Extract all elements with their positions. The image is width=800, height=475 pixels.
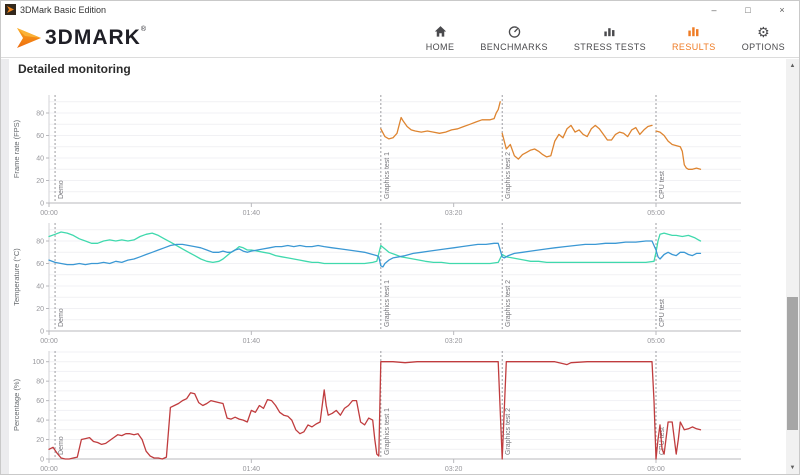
header: 3DMARK ® HOME BENCHMARKS bbox=[1, 18, 799, 58]
svg-text:Demo: Demo bbox=[58, 180, 65, 199]
nav-label: BENCHMARKS bbox=[480, 41, 548, 52]
nav-label: RESULTS bbox=[672, 41, 716, 52]
results-bar-chart-icon bbox=[686, 24, 701, 40]
nav-item-options[interactable]: ⚙ OPTIONS bbox=[742, 24, 785, 52]
scrollbar-thumb[interactable] bbox=[787, 297, 798, 430]
svg-text:05:00: 05:00 bbox=[647, 338, 665, 345]
svg-text:01:40: 01:40 bbox=[243, 466, 261, 473]
svg-text:01:40: 01:40 bbox=[243, 210, 261, 217]
svg-text:80: 80 bbox=[36, 379, 44, 386]
svg-text:Demo: Demo bbox=[58, 436, 65, 455]
nav-item-benchmarks[interactable]: BENCHMARKS bbox=[480, 24, 548, 52]
main-nav: HOME BENCHMARKS bbox=[426, 24, 785, 52]
gauge-icon bbox=[507, 24, 522, 40]
window-title: 3DMark Basic Edition bbox=[20, 4, 107, 15]
svg-text:20: 20 bbox=[36, 306, 44, 313]
page-title: Detailed monitoring bbox=[18, 62, 131, 76]
logo-chevron-icon bbox=[17, 27, 41, 48]
logo: 3DMARK ® bbox=[15, 25, 146, 51]
minimize-button[interactable]: – bbox=[711, 4, 717, 15]
svg-text:20: 20 bbox=[36, 437, 44, 444]
svg-text:60: 60 bbox=[36, 261, 44, 268]
left-gutter bbox=[1, 59, 9, 474]
svg-text:0: 0 bbox=[40, 201, 44, 208]
svg-text:0: 0 bbox=[40, 457, 44, 464]
svg-text:Temperature (°C): Temperature (°C) bbox=[12, 248, 21, 306]
svg-text:03:20: 03:20 bbox=[445, 466, 463, 473]
svg-text:03:20: 03:20 bbox=[445, 210, 463, 217]
home-icon bbox=[433, 24, 448, 40]
bar-chart-icon bbox=[602, 24, 617, 40]
temperature-chart: 0 20 40 60 80 00:00 01:40 03:20 05:00 Demo Graphic… bbox=[9, 219, 781, 347]
svg-text:80: 80 bbox=[36, 111, 44, 118]
svg-text:00:00: 00:00 bbox=[40, 466, 58, 473]
svg-text:100: 100 bbox=[32, 359, 44, 366]
frame-rate-chart: 0 20 40 60 80 00:00 01:40 03:20 05:00 Demo Graphic… bbox=[9, 91, 781, 219]
svg-text:Graphics test 2: Graphics test 2 bbox=[505, 152, 512, 199]
svg-text:Demo: Demo bbox=[58, 308, 65, 327]
title-bar: 3DMark Basic Edition – □ × bbox=[1, 1, 799, 18]
svg-text:00:00: 00:00 bbox=[40, 210, 58, 217]
svg-text:05:00: 05:00 bbox=[647, 210, 665, 217]
svg-text:Graphics test 1: Graphics test 1 bbox=[384, 408, 391, 455]
svg-text:60: 60 bbox=[36, 398, 44, 405]
svg-text:CPU test: CPU test bbox=[659, 427, 666, 455]
content-area: Detailed monitoring 0 20 40 60 80 00:00 01:40 0… bbox=[1, 59, 799, 474]
svg-text:CPU test: CPU test bbox=[659, 171, 666, 199]
svg-text:01:40: 01:40 bbox=[243, 338, 261, 345]
nav-item-stress-tests[interactable]: STRESS TESTS bbox=[574, 24, 646, 52]
svg-text:0: 0 bbox=[40, 329, 44, 336]
nav-label: HOME bbox=[425, 41, 455, 52]
nav-label: STRESS TESTS bbox=[573, 41, 647, 52]
scrollbar-up-icon[interactable]: ▲ bbox=[789, 62, 796, 69]
nav-item-home[interactable]: HOME bbox=[426, 24, 455, 52]
svg-text:CPU test: CPU test bbox=[659, 299, 666, 327]
svg-text:Graphics test 2: Graphics test 2 bbox=[505, 280, 512, 327]
svg-text:03:20: 03:20 bbox=[445, 338, 463, 345]
svg-text:00:00: 00:00 bbox=[40, 338, 58, 345]
gear-icon: ⚙ bbox=[757, 23, 770, 40]
scrollbar-down-icon[interactable]: ▼ bbox=[789, 464, 796, 471]
svg-text:60: 60 bbox=[36, 133, 44, 140]
logo-text: 3DMARK bbox=[45, 25, 141, 49]
percentage-chart: 0 20 40 60 80 100 00:00 01:40 03:20 05:00 Demo Grap… bbox=[9, 347, 781, 474]
app-icon bbox=[5, 4, 16, 15]
svg-text:20: 20 bbox=[36, 178, 44, 185]
svg-text:Frame rate (FPS): Frame rate (FPS) bbox=[12, 119, 21, 178]
svg-text:Graphics test 1: Graphics test 1 bbox=[384, 280, 391, 327]
maximize-button[interactable]: □ bbox=[745, 4, 751, 15]
svg-text:Graphics test 1: Graphics test 1 bbox=[384, 152, 391, 199]
svg-text:40: 40 bbox=[36, 156, 44, 163]
svg-text:80: 80 bbox=[36, 239, 44, 246]
svg-text:05:00: 05:00 bbox=[647, 466, 665, 473]
nav-label: OPTIONS bbox=[741, 41, 785, 52]
vertical-scrollbar[interactable]: ▲ ▼ bbox=[786, 59, 799, 474]
logo-registered-mark: ® bbox=[140, 25, 147, 33]
svg-text:40: 40 bbox=[36, 284, 44, 291]
nav-item-results[interactable]: RESULTS bbox=[672, 24, 716, 52]
svg-text:40: 40 bbox=[36, 418, 44, 425]
svg-text:Percentage (%): Percentage (%) bbox=[12, 378, 21, 431]
svg-text:Graphics test 2: Graphics test 2 bbox=[505, 408, 512, 455]
close-button[interactable]: × bbox=[779, 4, 785, 15]
